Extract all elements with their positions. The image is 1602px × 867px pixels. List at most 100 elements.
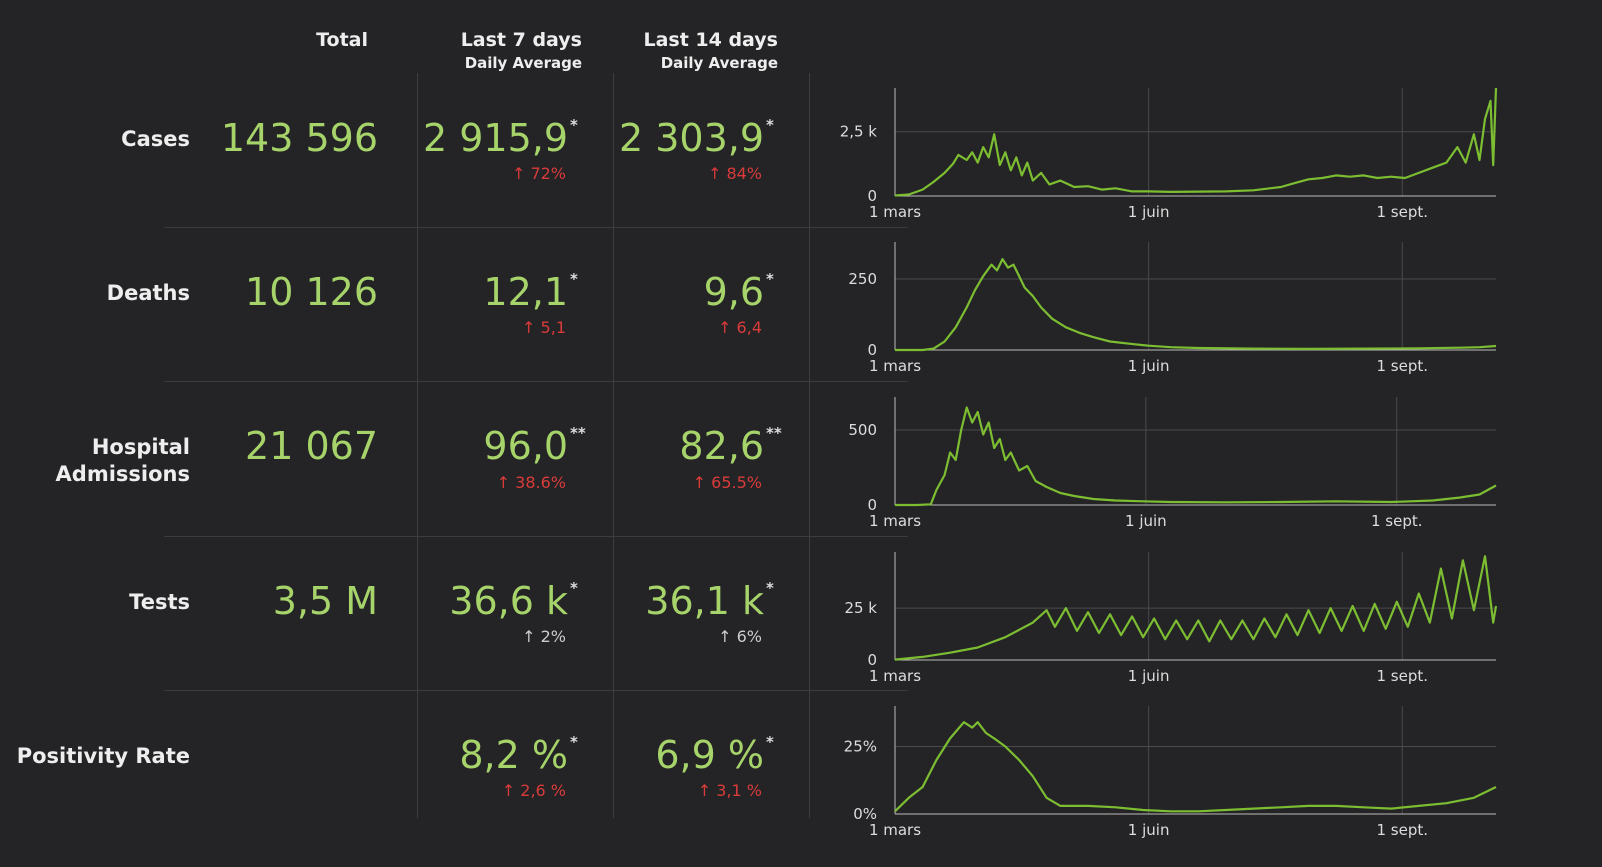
header-last14: Last 14 days Daily Average: [626, 28, 778, 74]
total-deaths: 10 126: [245, 270, 378, 314]
row-divider: [164, 227, 908, 228]
x-tick-label: 1 juin: [1128, 357, 1170, 375]
chg14-tests: ↑ 6%: [718, 627, 762, 646]
avg14-deaths-mark: *: [766, 270, 774, 288]
column-divider: [809, 73, 810, 818]
row-label-positivity-rate: Positivity Rate: [16, 744, 190, 768]
avg14-positivity: 6,9 %: [655, 733, 764, 777]
up-arrow-icon: ↑: [501, 781, 516, 800]
up-arrow-icon: ↑: [511, 164, 526, 183]
row-label-line1: Hospital: [91, 435, 190, 459]
row-divider: [164, 381, 908, 382]
x-tick-label: 1 juin: [1128, 203, 1170, 221]
series-line: [894, 721, 1497, 813]
up-arrow-icon: ↑: [718, 318, 732, 337]
positivity-rate-chart: 0% 25% 1 mars 1 juin 1 sept.: [844, 706, 1497, 839]
chg7-positivity: ↑ 2,6 %: [501, 781, 566, 800]
cases-chart: 0 2,5 k 1 mars 1 juin 1 sept.: [840, 87, 1498, 221]
avg14-tests-mark: *: [766, 579, 774, 597]
chg14-hospital: ↑ 65.5%: [692, 473, 762, 492]
chg7-cases: ↑ 72%: [511, 164, 566, 183]
header-total: Total: [270, 28, 368, 52]
column-divider: [613, 73, 614, 818]
avg14-deaths: 9,6: [703, 270, 764, 314]
header-last7-sub: Daily Average: [464, 54, 582, 72]
total-tests: 3,5 M: [272, 579, 378, 623]
chg7-tests: ↑ 2%: [522, 627, 566, 646]
y-tick-label: 0: [867, 187, 877, 205]
x-tick-label: 1 mars: [869, 821, 921, 839]
up-arrow-icon: ↑: [707, 164, 722, 183]
avg7-hospital: 96,0: [483, 424, 568, 468]
total-cases: 143 596: [220, 116, 378, 160]
tests-chart: 0 25 k 1 mars 1 juin 1 sept.: [844, 552, 1498, 685]
avg7-hospital-mark: **: [570, 424, 586, 442]
chg7-deaths: ↑ 5,1: [522, 318, 566, 337]
y-tick-label: 0: [867, 651, 877, 669]
y-tick-label: 500: [848, 421, 877, 439]
hospital-admissions-chart: 0 500 1 mars 1 juin 1 sept.: [848, 397, 1497, 530]
avg7-positivity: 8,2 %: [459, 733, 568, 777]
avg14-tests: 36,1 k: [645, 579, 764, 623]
chg14-positivity: ↑ 3,1 %: [697, 781, 762, 800]
up-arrow-icon: ↑: [692, 473, 707, 492]
up-arrow-icon: ↑: [697, 781, 712, 800]
deaths-chart: 0 250 1 mars 1 juin 1 sept.: [848, 242, 1497, 375]
row-divider: [164, 690, 908, 691]
avg14-hospital: 82,6: [679, 424, 764, 468]
x-tick-label: 1 mars: [869, 357, 921, 375]
avg7-positivity-mark: *: [570, 733, 578, 751]
row-label-hospital-admissions: Hospital Admissions: [0, 434, 190, 488]
header-last7: Last 7 days Daily Average: [430, 28, 582, 74]
x-tick-label: 1 mars: [869, 203, 921, 221]
avg14-hospital-mark: **: [766, 424, 782, 442]
x-tick-label: 1 sept.: [1377, 667, 1429, 685]
row-label-line2: Admissions: [55, 462, 190, 486]
header-last14-sub: Daily Average: [660, 54, 778, 72]
total-hospital: 21 067: [245, 424, 378, 468]
chg14-deaths: ↑ 6,4: [718, 318, 762, 337]
up-arrow-icon: ↑: [522, 318, 536, 337]
avg7-deaths: 12,1: [483, 270, 568, 314]
header-last7-label: Last 7 days: [460, 29, 582, 51]
chg7-hospital: ↑ 38.6%: [496, 473, 566, 492]
x-tick-label: 1 mars: [869, 667, 921, 685]
avg7-cases-mark: *: [570, 116, 578, 134]
row-label-cases: Cases: [121, 127, 190, 151]
x-tick-label: 1 juin: [1128, 667, 1170, 685]
up-arrow-icon: ↑: [496, 473, 511, 492]
row-divider: [164, 536, 908, 537]
up-arrow-icon: ↑: [718, 627, 732, 646]
x-tick-label: 1 juin: [1128, 821, 1170, 839]
x-tick-label: 1 juin: [1125, 512, 1167, 530]
y-tick-label: 250: [848, 270, 877, 288]
x-tick-label: 1 sept.: [1377, 203, 1429, 221]
x-tick-label: 1 mars: [869, 512, 921, 530]
y-tick-label: 0%: [853, 805, 877, 823]
avg14-positivity-mark: *: [766, 733, 774, 751]
header-last14-label: Last 14 days: [643, 29, 778, 51]
x-tick-label: 1 sept.: [1377, 357, 1429, 375]
series-line: [895, 406, 1497, 507]
series-line: [895, 258, 1497, 352]
series-line: [894, 555, 1498, 661]
column-divider: [417, 73, 418, 818]
row-label-deaths: Deaths: [106, 281, 190, 305]
avg7-tests-mark: *: [570, 579, 578, 597]
header-total-label: Total: [316, 29, 368, 51]
avg14-cases: 2 303,9: [618, 116, 764, 160]
chg14-cases: ↑ 84%: [707, 164, 762, 183]
y-tick-label: 25 k: [844, 599, 877, 617]
y-tick-label: 2,5 k: [840, 123, 877, 141]
x-tick-label: 1 sept.: [1377, 821, 1429, 839]
y-tick-label: 25%: [844, 738, 877, 756]
avg7-cases: 2 915,9: [422, 116, 568, 160]
series-line: [894, 87, 1498, 197]
y-tick-label: 0: [867, 496, 877, 514]
x-tick-label: 1 sept.: [1371, 512, 1423, 530]
avg7-deaths-mark: *: [570, 270, 578, 288]
up-arrow-icon: ↑: [522, 627, 536, 646]
avg7-tests: 36,6 k: [449, 579, 568, 623]
avg14-cases-mark: *: [766, 116, 774, 134]
row-label-tests: Tests: [129, 590, 190, 614]
